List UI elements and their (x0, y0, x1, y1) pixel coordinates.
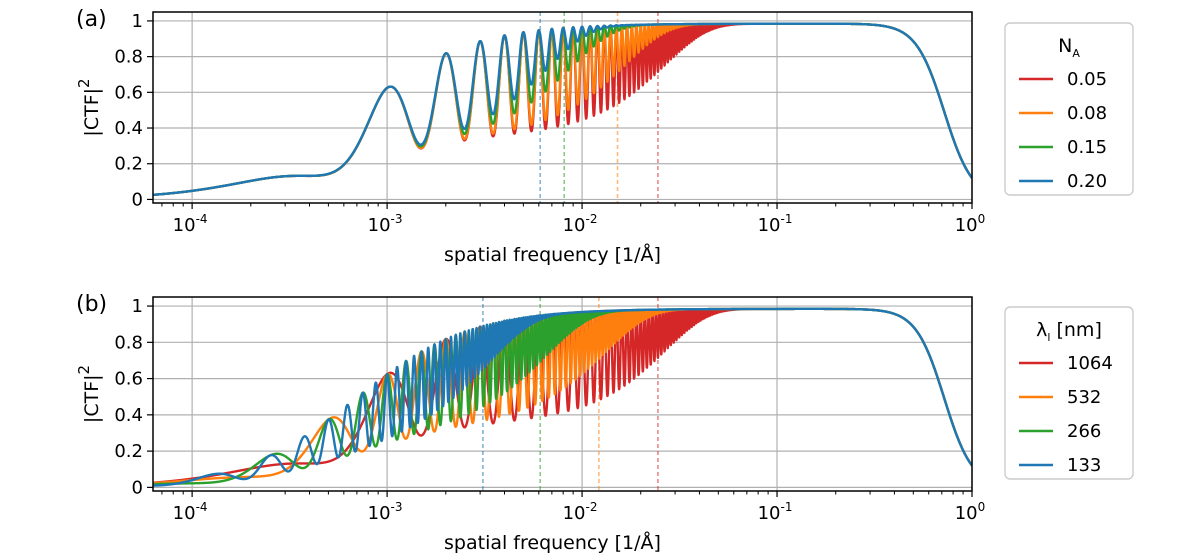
x-tick-label: 10-2 (563, 500, 598, 524)
y-tick-label: 0.4 (114, 405, 143, 426)
x-axis-label: spatial frequency [1/Å] (444, 243, 661, 266)
chart-panel-a: 10-4 10-3 10-2 10-1 100 0 0.2 0.4 0.6 0.8 1 spatial… (75, 7, 1134, 266)
y-axis-label: |CTF|2 (75, 365, 103, 423)
legend-box (1004, 306, 1134, 480)
legend-box (1004, 22, 1134, 196)
chart-panel-b: 10-4 10-3 10-2 10-1 100 0 0.2 0.4 0.6 0.8 1 spatial… (75, 292, 1134, 554)
legend: NA 0.05 0.08 0.15 0.20 (1004, 22, 1134, 196)
y-axis: 0 0.2 0.4 0.6 0.8 1 (114, 296, 153, 498)
x-tick-label: 10-3 (368, 212, 403, 236)
series-lines (153, 307, 972, 487)
series-lines (153, 22, 972, 197)
plot-frame (152, 296, 973, 492)
x-tick-label: 10-1 (758, 212, 793, 236)
legend-label-0.08: 0.08 (1067, 103, 1107, 124)
legend-label-133: 133 (1067, 455, 1101, 476)
y-tick-label: 0.4 (114, 118, 143, 139)
y-tick-label: 0.6 (114, 82, 143, 103)
x-tick-label: 100 (955, 212, 986, 236)
legend-label-532: 532 (1067, 387, 1101, 408)
y-axis: 0 0.2 0.4 0.6 0.8 1 (114, 11, 153, 210)
x-tick-label: 100 (955, 500, 986, 524)
cutoff-lines (482, 297, 659, 491)
y-tick-label: 0.2 (114, 154, 143, 175)
x-axis: 10-4 10-3 10-2 10-1 100 (161, 491, 986, 524)
x-axis-label: spatial frequency [1/Å] (444, 531, 661, 554)
legend-label-266: 266 (1067, 421, 1101, 442)
y-tick-label: 0.8 (114, 47, 143, 68)
x-tick-label: 10-4 (173, 500, 208, 524)
series-line-0.08 (153, 22, 972, 197)
y-tick-label: 1 (132, 296, 143, 317)
x-axis: 10-4 10-3 10-2 10-1 100 (161, 203, 986, 236)
x-tick-label: 10-3 (368, 500, 403, 524)
y-tick-label: 0.8 (114, 332, 143, 353)
x-tick-label: 10-1 (758, 500, 793, 524)
y-tick-label: 0.6 (114, 369, 143, 390)
y-tick-label: 0 (132, 189, 143, 210)
y-axis-label: |CTF|2 (75, 78, 103, 136)
y-tick-label: 1 (132, 11, 143, 32)
legend-title: NA (1058, 35, 1080, 60)
legend-label-0.20: 0.20 (1067, 171, 1107, 192)
plot-frame (152, 11, 973, 204)
legend: λl [nm] 1064 532 266 133 (1004, 306, 1134, 480)
series-line-0.20 (153, 22, 972, 197)
y-tick-label: 0.2 (114, 441, 143, 462)
legend-title: λl [nm] (1036, 319, 1102, 344)
y-tick-label: 0 (132, 477, 143, 498)
legend-label-1064: 1064 (1067, 353, 1113, 374)
x-tick-label: 10-2 (563, 212, 598, 236)
series-line-133 (153, 307, 972, 487)
panel-label: (a) (76, 7, 107, 32)
panel-label: (b) (76, 292, 107, 317)
legend-label-0.05: 0.05 (1067, 69, 1107, 90)
x-tick-label: 10-4 (173, 212, 208, 236)
legend-label-0.15: 0.15 (1067, 137, 1107, 158)
